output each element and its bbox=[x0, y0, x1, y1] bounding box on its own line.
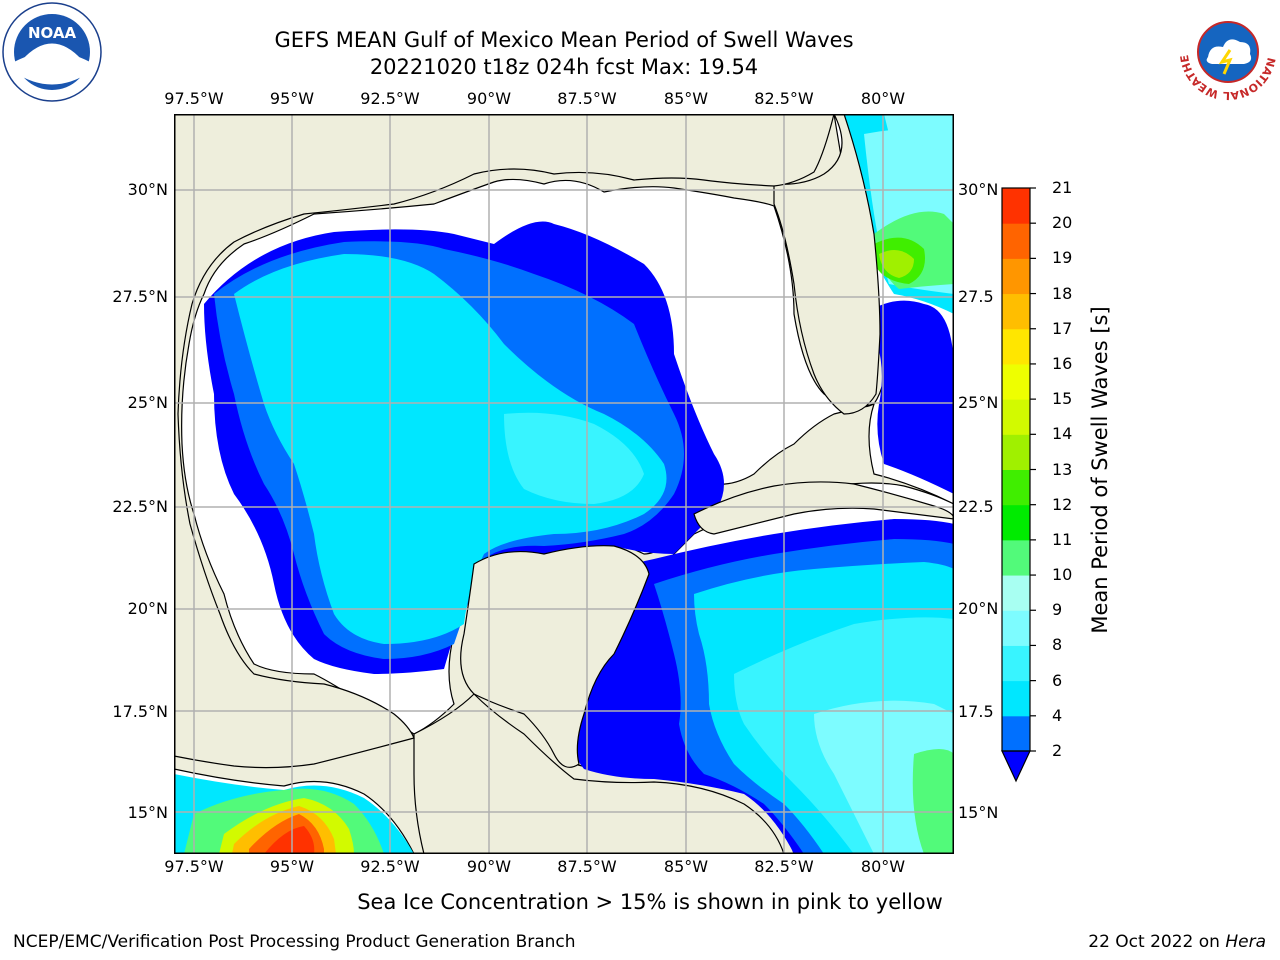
colorbar-swatch bbox=[1002, 645, 1030, 682]
colorbar-tick-label: 8 bbox=[1052, 635, 1063, 655]
colorbar-tick-label: 11 bbox=[1052, 529, 1073, 549]
contour-fills bbox=[174, 114, 954, 854]
lon-label-top: 82.5°W bbox=[754, 89, 814, 108]
colorbar-swatch bbox=[1002, 539, 1030, 576]
lon-label-top: 85°W bbox=[663, 89, 709, 108]
lon-label-bottom: 90°W bbox=[466, 857, 512, 876]
colorbar-swatch bbox=[1002, 504, 1030, 541]
colorbar-tick-label: 21 bbox=[1052, 178, 1073, 197]
colorbar-extend-min bbox=[1001, 750, 1031, 783]
map-frame bbox=[174, 114, 954, 854]
colorbar-swatch bbox=[1002, 610, 1030, 646]
colorbar-swatch bbox=[1002, 434, 1030, 470]
colorbar-title: Mean Period of Swell Waves [s] bbox=[1088, 306, 1112, 634]
colorbar-swatch bbox=[1002, 328, 1030, 365]
lat-label-left: 15°N bbox=[127, 803, 168, 822]
lat-label-right: 20°N bbox=[958, 599, 999, 618]
colorbar-swatch bbox=[1002, 223, 1030, 259]
lat-label-right: 15°N bbox=[958, 803, 999, 822]
colorbar-tick-label: 19 bbox=[1052, 248, 1073, 268]
colorbar-swatch bbox=[1002, 469, 1030, 506]
graticule bbox=[174, 114, 954, 854]
lon-label-top: 97.5°W bbox=[164, 89, 224, 108]
colorbar-tick-label: 2 bbox=[1052, 741, 1063, 760]
chart-title: GEFS MEAN Gulf of Mexico Mean Period of … bbox=[274, 28, 854, 52]
lon-label-top: 87.5°W bbox=[557, 89, 617, 108]
colorbar-swatch bbox=[1002, 293, 1030, 330]
colorbar-tick-label: 13 bbox=[1052, 459, 1073, 479]
lon-label-bottom: 85°W bbox=[663, 857, 709, 876]
lon-label-bottom: 80°W bbox=[860, 857, 906, 876]
colorbar-tick-label: 10 bbox=[1052, 565, 1073, 585]
lon-label-top: 90°W bbox=[466, 89, 512, 108]
colorbar-swatch bbox=[1002, 680, 1030, 717]
colorbar-tick-label: 14 bbox=[1052, 424, 1073, 444]
colorbar-tick-label: 9 bbox=[1052, 600, 1063, 620]
lon-label-bottom: 87.5°W bbox=[557, 857, 617, 876]
colorbar-swatch bbox=[1002, 575, 1030, 611]
coastlines bbox=[174, 114, 954, 854]
noaa-logo: NOAA bbox=[2, 2, 102, 102]
colorbar-tick-label: 20 bbox=[1052, 213, 1073, 233]
credit-date: 22 Oct 2022 on Hera bbox=[1088, 932, 1266, 952]
lon-label-top: 95°W bbox=[269, 89, 315, 108]
lon-label-bottom: 92.5°W bbox=[360, 857, 420, 876]
lat-label-right: 25°N bbox=[958, 393, 999, 412]
colorbar-swatch bbox=[1002, 399, 1030, 435]
credit-host: Hera bbox=[1225, 932, 1266, 952]
credit-date-text: 22 Oct 2022 on bbox=[1088, 932, 1226, 952]
colorbar-swatch bbox=[1002, 363, 1030, 400]
credit-branch: NCEP/EMC/Verification Post Processing Pr… bbox=[13, 932, 576, 952]
colorbar bbox=[1001, 187, 1036, 783]
chart-subtitle: 20221020 t18z 024h fcst Max: 19.54 bbox=[369, 55, 759, 79]
colorbar-tick-label: 6 bbox=[1052, 670, 1063, 690]
lat-label-left: 20°N bbox=[127, 599, 168, 618]
svg-text:NOAA: NOAA bbox=[28, 24, 77, 42]
nws-logo: NATIONAL WEATHER SERVICE bbox=[1178, 2, 1278, 102]
lat-label-left: 22.5°N bbox=[112, 497, 168, 516]
colorbar-swatch bbox=[1002, 715, 1030, 752]
lat-label-left: 17.5°N bbox=[112, 702, 168, 721]
lon-label-bottom: 82.5°W bbox=[754, 857, 814, 876]
colorbar-tick-label: 18 bbox=[1052, 283, 1073, 303]
swell-period-map bbox=[174, 114, 954, 854]
lat-label-left: 30°N bbox=[127, 180, 168, 199]
lon-label-bottom: 97.5°W bbox=[164, 857, 224, 876]
colorbar-tick-label: 12 bbox=[1052, 494, 1073, 514]
lat-label-right: 17.5 bbox=[958, 702, 994, 721]
colorbar-tick-label: 16 bbox=[1052, 353, 1073, 373]
lon-label-top: 92.5°W bbox=[360, 89, 420, 108]
lat-label-right: 27.5 bbox=[958, 287, 994, 306]
lon-label-bottom: 95°W bbox=[269, 857, 315, 876]
lon-label-top: 80°W bbox=[860, 89, 906, 108]
colorbar-swatch bbox=[1002, 258, 1030, 295]
sea-ice-note: Sea Ice Concentration > 15% is shown in … bbox=[357, 890, 943, 914]
lat-label-right: 22.5 bbox=[958, 497, 994, 516]
lat-label-right: 30°N bbox=[958, 180, 999, 199]
colorbar-swatch bbox=[1002, 188, 1030, 224]
colorbar-tick-label: 4 bbox=[1052, 705, 1063, 725]
lat-label-left: 25°N bbox=[127, 393, 168, 412]
colorbar-tick-label: 15 bbox=[1052, 389, 1073, 409]
colorbar-tick-label: 17 bbox=[1052, 318, 1073, 338]
lat-label-left: 27.5°N bbox=[112, 287, 168, 306]
